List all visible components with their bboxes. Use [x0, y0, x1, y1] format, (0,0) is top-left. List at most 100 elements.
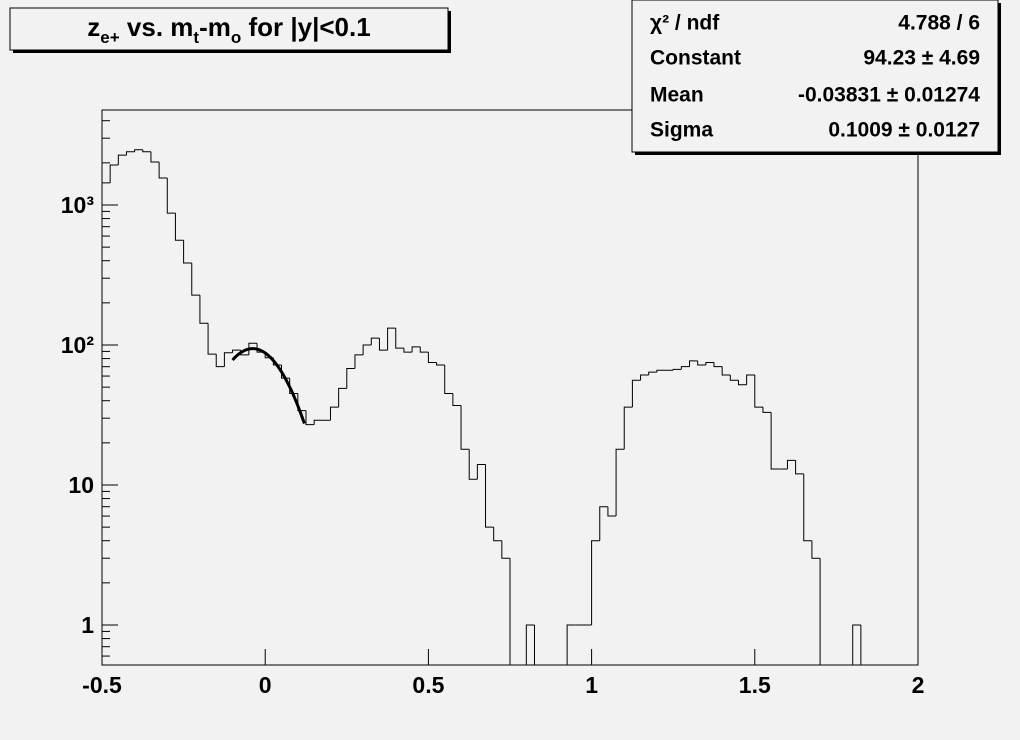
histogram-bin	[150, 151, 160, 163]
stats: χ² / ndf 4.788 / 6 Constant 94.23 ± 4.69 Mea…	[650, 12, 980, 142]
stats-value: 4.788 / 6	[898, 12, 980, 35]
histogram-bin	[134, 149, 143, 152]
title-part: t	[193, 28, 199, 47]
title-part: -m	[199, 12, 231, 42]
histogram-bin	[648, 371, 657, 376]
histogram-bin	[623, 406, 633, 450]
histogram-bin	[746, 374, 755, 385]
histogram-bin	[754, 375, 763, 408]
histogram-bin	[378, 338, 388, 351]
histogram-bin	[362, 344, 372, 355]
histogram-bin	[591, 540, 600, 626]
histogram-bin	[101, 182, 111, 665]
histogram-bin	[419, 346, 429, 353]
histogram-bin	[117, 154, 127, 166]
histogram-bin	[786, 459, 796, 470]
histogram-bin	[248, 342, 258, 355]
y-tick-label: 10²	[61, 332, 95, 358]
histogram-bin	[689, 360, 698, 367]
histogram-bin	[509, 558, 519, 666]
title-part: e+	[100, 28, 119, 47]
histogram-bin	[158, 161, 168, 179]
histogram-bin	[166, 177, 176, 214]
stats-label: Sigma	[650, 119, 713, 142]
histogram-bin	[737, 380, 747, 386]
histogram-bin	[501, 540, 510, 559]
histogram-bin	[313, 419, 323, 425]
histogram-bin	[811, 540, 821, 559]
histogram-bin	[713, 362, 723, 368]
histogram-bin	[468, 449, 478, 480]
histogram-bin	[183, 240, 192, 264]
histogram-bin	[411, 346, 421, 353]
x-tick-label: 1	[585, 672, 598, 698]
histogram-bin	[142, 149, 151, 153]
title-part: o	[231, 28, 241, 47]
histogram-bin	[525, 624, 535, 665]
stats-label: χ² / ndf	[650, 12, 720, 35]
histogram-bin	[762, 407, 772, 413]
x-tick-label: -0.5	[82, 672, 122, 698]
histogram-bin	[680, 366, 690, 370]
x-tick-label: 0.5	[412, 672, 444, 698]
fit-curve	[231, 347, 306, 424]
histogram-bin	[860, 625, 870, 666]
title-part: z	[87, 12, 100, 42]
histogram-bin	[697, 360, 706, 366]
histogram-bin	[109, 164, 119, 183]
histogram-bin	[640, 374, 649, 381]
stats-value: 0.1009 ± 0.0127	[828, 119, 980, 142]
x-tick-label: 0	[259, 672, 272, 698]
histogram-bin	[199, 295, 209, 324]
histogram-bin	[354, 354, 364, 369]
histogram-bin	[370, 337, 380, 345]
histogram-bin	[215, 354, 225, 368]
histogram-bin	[729, 375, 739, 381]
histogram-bin	[852, 624, 861, 665]
histogram-bin	[533, 625, 543, 666]
histogram-bin	[289, 378, 298, 395]
histogram-bin	[476, 464, 486, 480]
x-tick-label: 2	[912, 672, 925, 698]
histogram-bin	[607, 506, 617, 517]
histogram-bin	[125, 151, 135, 156]
histogram-bin	[452, 393, 462, 406]
histogram-bin	[721, 366, 731, 376]
histogram-bin	[819, 558, 829, 666]
histogram-bin	[460, 405, 470, 450]
y-tick-label: 10³	[61, 192, 95, 218]
histogram-bin	[191, 263, 200, 296]
histogram-bin	[174, 213, 184, 241]
stats-label: Mean	[650, 84, 704, 107]
histogram-bin	[338, 387, 347, 408]
histogram-bin	[803, 473, 812, 542]
histogram-bin	[297, 393, 306, 412]
stats-label: Constant	[650, 47, 741, 70]
histogram-bin	[444, 364, 453, 395]
histogram-bin	[566, 624, 576, 665]
histogram-bin	[427, 352, 437, 363]
histogram-bin	[672, 368, 682, 371]
histogram-bin	[485, 464, 494, 528]
histogram-bin	[403, 348, 413, 353]
histogram-bin	[656, 369, 666, 373]
stats-value: 94.23 ± 4.69	[863, 47, 980, 70]
histogram-bin	[329, 406, 339, 421]
histogram-bin	[223, 352, 233, 367]
plot-area: 1 10 10² 10³ -0.5 0 0.5 1 1.5 2	[61, 120, 925, 698]
histogram-bin	[599, 506, 608, 541]
histogram-bin	[770, 412, 780, 470]
histogram-bin	[705, 361, 714, 365]
y-tick-label: 10	[68, 472, 94, 498]
title-part: vs. m	[120, 12, 194, 42]
y-tick-label: 1	[81, 612, 94, 638]
histogram-bin	[387, 327, 396, 351]
histogram-bin	[395, 328, 404, 349]
chart-title: ze+ vs. mt-mo for |y|<0.1	[87, 12, 370, 47]
histogram-bin	[493, 527, 502, 542]
histogram-bin	[207, 323, 217, 355]
histogram-bin	[305, 410, 315, 426]
histogram-bin	[615, 448, 625, 517]
histogram-bin	[436, 362, 445, 366]
